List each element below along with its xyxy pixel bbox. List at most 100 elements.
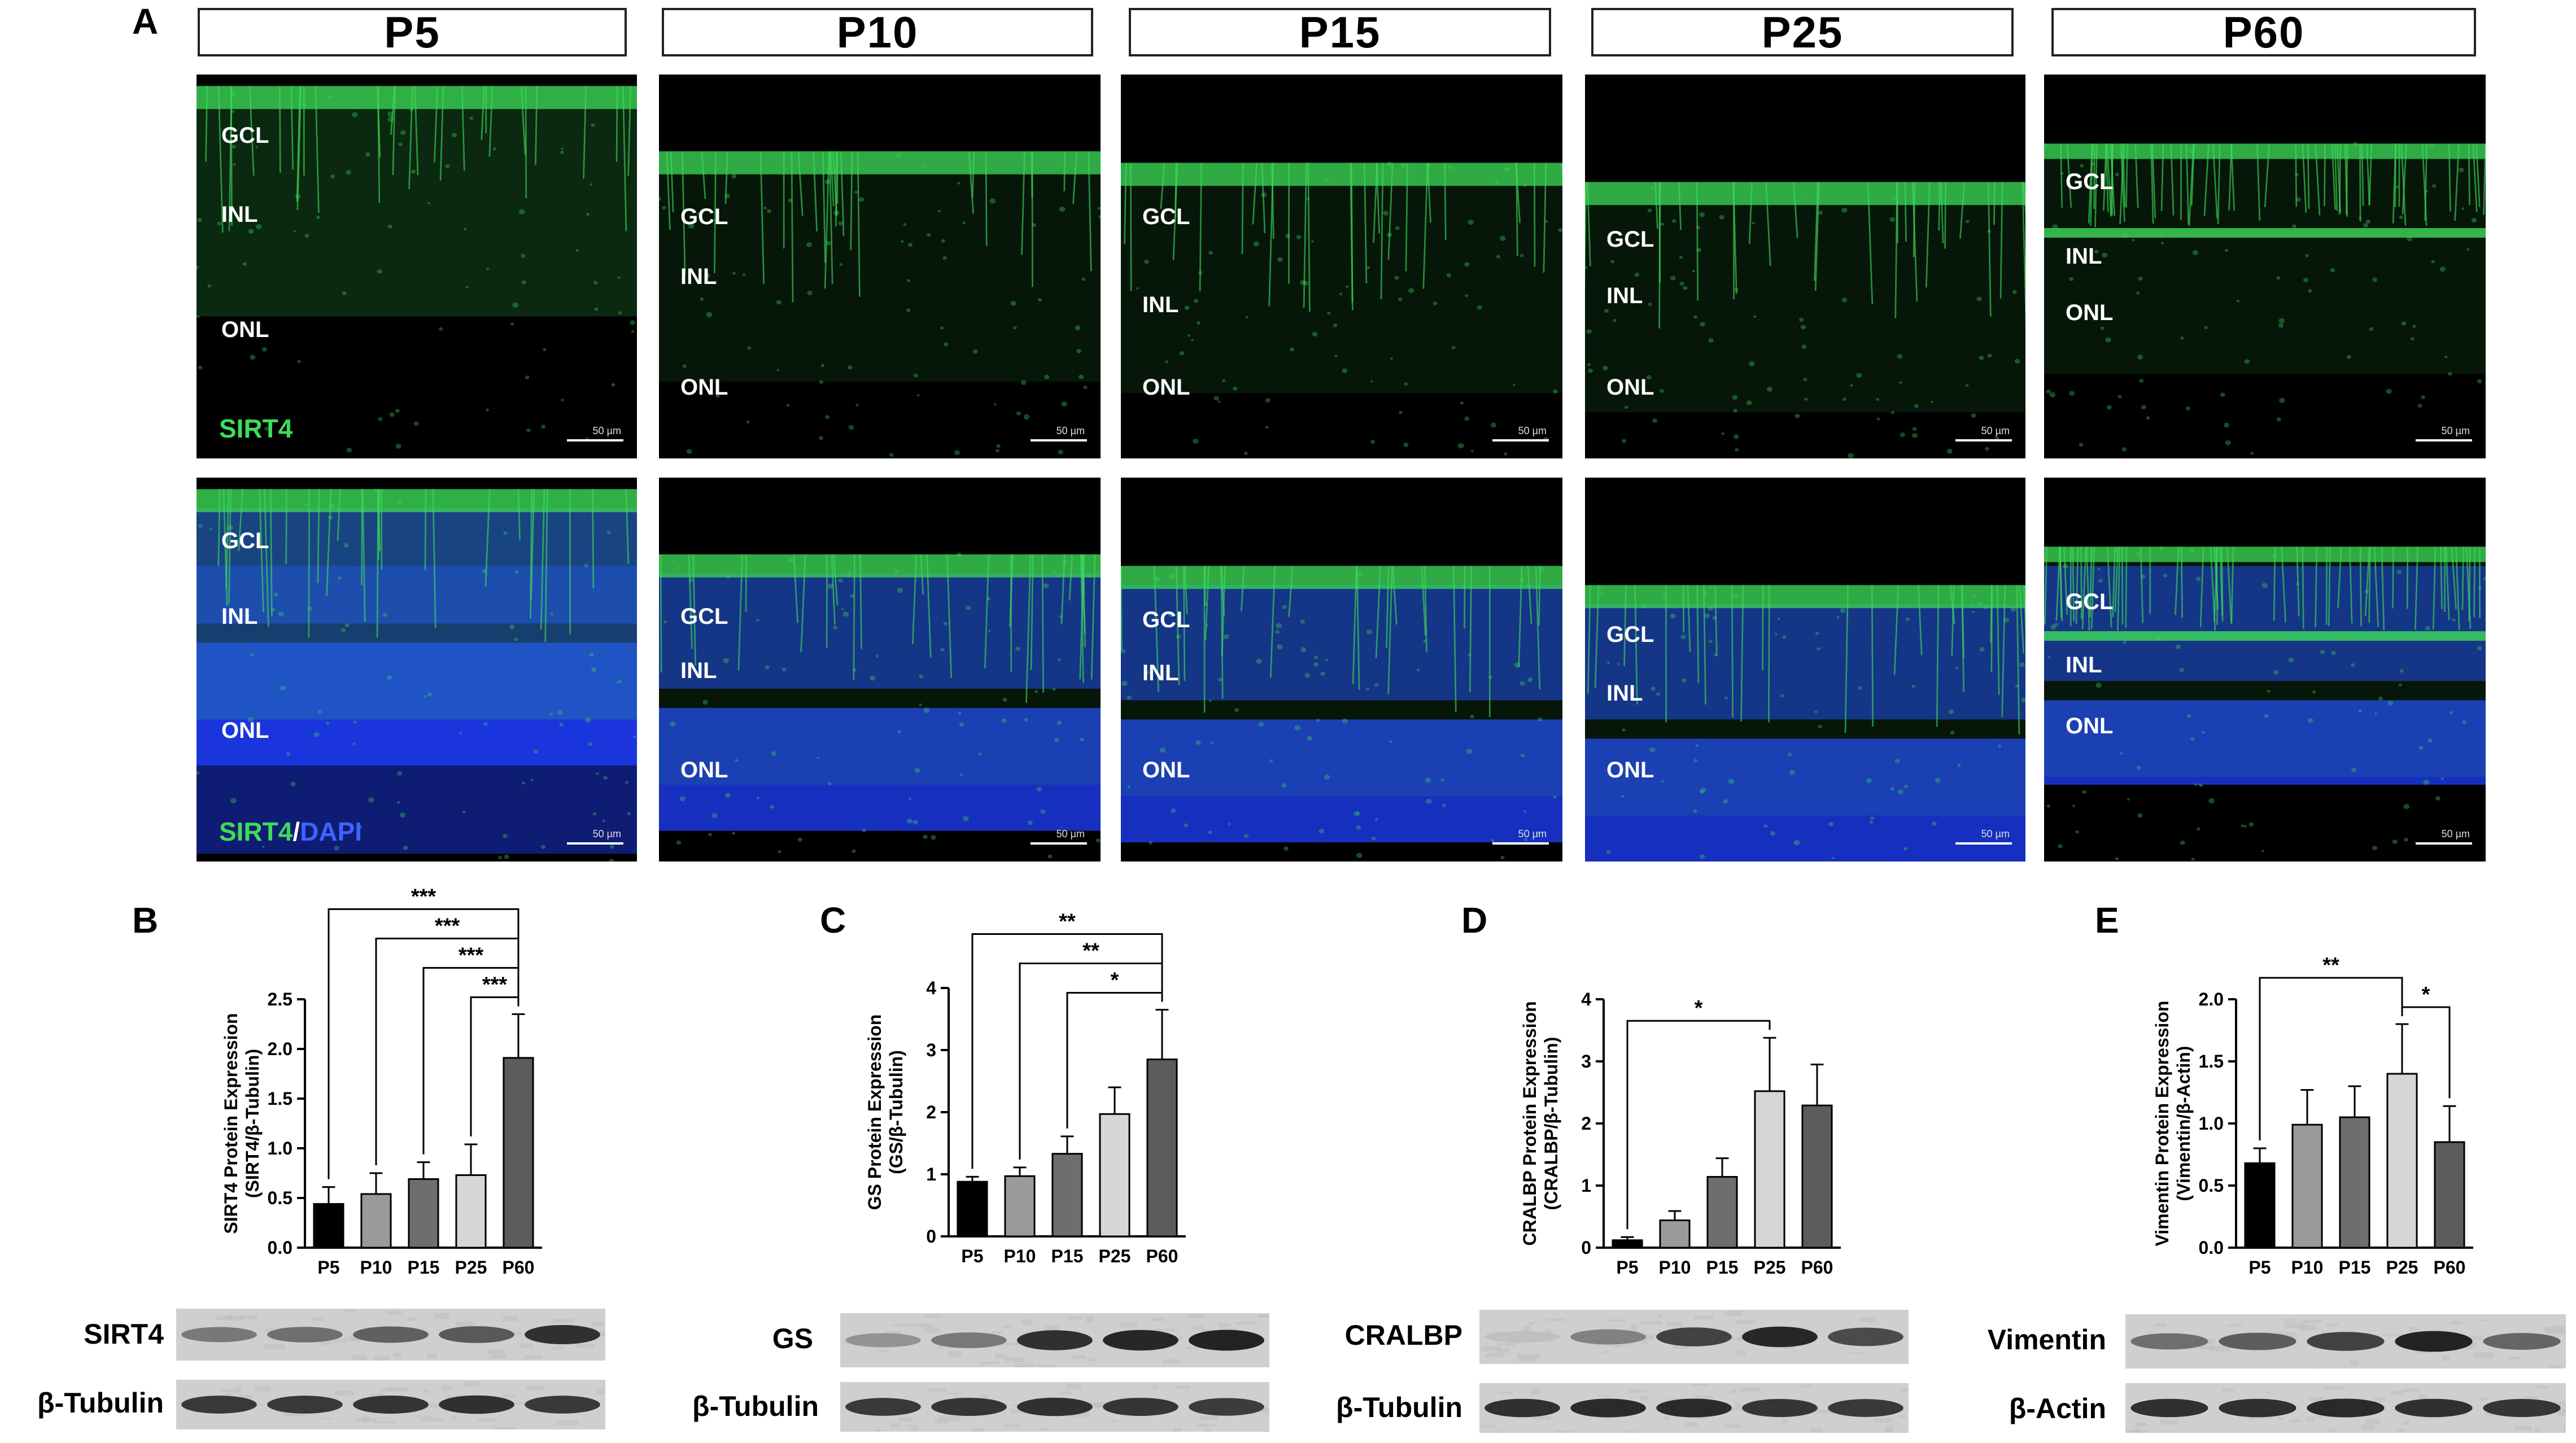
micrograph-sirt4-p25: GCL INL ONL 50 µm — [1585, 75, 2025, 458]
column-header-p15: P15 — [1129, 7, 1551, 57]
significance-label: ** — [1059, 910, 1076, 934]
micrograph-texture — [2044, 546, 2486, 861]
blot-band — [931, 1332, 1007, 1348]
y-tick-label: 0 — [1581, 1238, 1591, 1258]
layer-label-onl: ONL — [1606, 375, 1654, 400]
stain-sirt4: SIRT4 — [219, 414, 293, 443]
blot-band — [2219, 1398, 2296, 1418]
layer-label-inl: INL — [2066, 653, 2102, 677]
blot-band — [1828, 1399, 1903, 1417]
scale-bar — [1031, 842, 1087, 845]
blot-label-e-loading: β-Actin — [2009, 1393, 2106, 1424]
x-tick-label: P10 — [1004, 1246, 1036, 1266]
blot-image — [176, 1309, 605, 1361]
scale-bar-label: 50 µm — [1981, 425, 2010, 436]
blot-strip-d-loading — [1479, 1383, 1909, 1433]
blot-band — [525, 1396, 600, 1414]
micrograph-texture — [197, 488, 637, 862]
scale-bar — [1031, 439, 1087, 441]
x-tick-label: P15 — [1706, 1257, 1739, 1278]
significance-bracket — [2259, 977, 2403, 1140]
chart-cralbp: 0 1 2 3 4 CRALBP Protein Expression (CRALBP/β-… — [1468, 971, 1920, 1298]
layer-label-gcl: GCL — [1142, 204, 1190, 229]
scale-bar — [2416, 439, 2472, 441]
micrograph-texture — [659, 151, 1101, 457]
blot-image — [2125, 1383, 2566, 1433]
significance-label: *** — [411, 885, 436, 908]
chart-gs: 0 1 2 3 4 GS Protein Expression (GS/β-Tubulin)… — [813, 910, 1265, 1298]
scale-bar — [1955, 842, 2012, 845]
x-tick-label: P5 — [2248, 1257, 2271, 1278]
micrograph-texture — [1585, 585, 2025, 862]
y-axis-label: GS Protein Expression — [865, 1015, 885, 1210]
x-tick-label: P10 — [1659, 1257, 1691, 1278]
layer-label-gcl: GCL — [221, 528, 269, 553]
scale-bar — [1492, 842, 1549, 845]
y-tick-label: 0.5 — [2199, 1175, 2224, 1196]
blot-strip-sirt4 — [176, 1309, 605, 1361]
x-tick-label: P15 — [2339, 1257, 2371, 1278]
y-tick-label: 1.5 — [2199, 1051, 2224, 1072]
panel-label-a: A — [132, 1, 159, 42]
blot-band — [1742, 1326, 1818, 1348]
layer-label-inl: INL — [1606, 283, 1643, 308]
y-axis-label-sub: (CRALBP/β-Tubulin) — [1541, 1037, 1561, 1210]
scale-bar-label: 50 µm — [1518, 828, 1547, 839]
blot-band — [1017, 1330, 1093, 1350]
blot-band — [1828, 1327, 1903, 1346]
stain-separator: / — [292, 817, 300, 846]
y-axis-label: SIRT4 Protein Expression — [221, 1013, 241, 1234]
bar-p15 — [1051, 1153, 1083, 1238]
layer-label-inl: INL — [2066, 244, 2102, 269]
y-tick-label: 2 — [1581, 1113, 1591, 1134]
significance-bracket — [2401, 1006, 2451, 1099]
significance-label: *** — [482, 973, 508, 996]
significance-label: *** — [435, 914, 460, 938]
blot-image — [1479, 1310, 1909, 1364]
y-axis-label: Vimentin Protein Expression — [2152, 1000, 2172, 1246]
blot-band — [525, 1324, 600, 1345]
layer-label-onl: ONL — [2066, 714, 2114, 738]
layer-label-inl: INL — [1606, 681, 1643, 706]
y-tick-label: 2.0 — [2199, 989, 2224, 1009]
layer-label-inl: INL — [680, 264, 717, 289]
blot-band — [1656, 1398, 1732, 1418]
x-tick-label: P15 — [408, 1257, 440, 1278]
x-tick-label: P25 — [1754, 1257, 1786, 1278]
blot-band — [1103, 1397, 1178, 1416]
blot-band — [1189, 1330, 1264, 1351]
x-tick-label: P25 — [1099, 1246, 1131, 1266]
bar-p10 — [1004, 1175, 1036, 1238]
y-tick-label: 1.0 — [2199, 1113, 2224, 1134]
blot-image — [840, 1382, 1269, 1432]
blot-band — [1570, 1398, 1646, 1418]
bar-p15 — [1706, 1176, 1738, 1249]
blot-band — [1103, 1330, 1178, 1351]
scale-bar-label: 50 µm — [1981, 828, 2010, 839]
x-tick-label: P25 — [455, 1257, 487, 1278]
micrograph-sirt4-p5: GCL INL ONL 50 µm SIRT4 — [197, 75, 637, 458]
layer-label-gcl: GCL — [1606, 622, 1654, 647]
micrograph-merged-p25: GCL INL ONL 50 µm — [1585, 478, 2025, 862]
y-axis-label-sub: (Vimentin/β-Actin) — [2173, 1046, 2194, 1201]
bar-p5 — [957, 1180, 988, 1238]
blot-band — [2307, 1398, 2385, 1418]
panel-label-e: E — [2095, 900, 2119, 941]
blot-band — [2483, 1398, 2561, 1418]
y-axis-label-sub: (GS/β-Tubulin) — [886, 1050, 906, 1174]
blot-label-c-loading: β-Tubulin — [692, 1390, 819, 1422]
micrograph-merged-p10: GCL INL ONL 50 µm — [659, 478, 1101, 862]
blot-label-sirt4: SIRT4 — [84, 1318, 164, 1350]
micrograph-texture — [197, 86, 637, 453]
y-tick-label: 1 — [1581, 1175, 1591, 1196]
bar-p60 — [1146, 1059, 1178, 1238]
micrograph-texture — [2044, 142, 2486, 455]
significance-bracket — [1019, 963, 1163, 1160]
significance-bracket — [1066, 992, 1163, 1129]
blot-strip-vimentin — [2125, 1314, 2566, 1368]
micrograph-sirt4-p15: GCL INL ONL 50 µm — [1121, 75, 1562, 458]
y-axis-label-sub: (SIRT4/β-Tubulin) — [242, 1049, 263, 1198]
scale-bar-label: 50 µm — [2441, 828, 2470, 839]
layer-label-onl: ONL — [1142, 758, 1190, 782]
layer-label-onl: ONL — [221, 317, 269, 342]
